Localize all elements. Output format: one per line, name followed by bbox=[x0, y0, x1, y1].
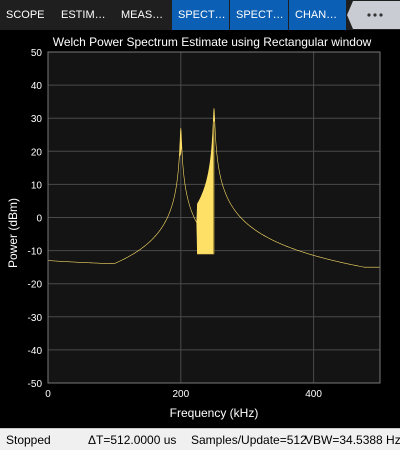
y-tick-label: 30 bbox=[31, 114, 43, 125]
more-options-icon[interactable] bbox=[347, 1, 400, 29]
toolstrip: SCOPE ESTIM… MEAS… SPECT… SPECT… CHAN… bbox=[0, 0, 400, 30]
y-tick-label: -40 bbox=[28, 346, 43, 357]
status-vbw: VBW=34.5388 Hz bbox=[305, 433, 400, 447]
tab-estimation[interactable]: ESTIM… bbox=[55, 0, 114, 30]
spectrum-trace bbox=[47, 108, 380, 268]
status-bar: Stopped ΔT=512.0000 us Samples/Update=51… bbox=[0, 428, 400, 450]
chart-title: Welch Power Spectrum Estimate using Rect… bbox=[53, 35, 372, 49]
x-axis-label: Frequency (kHz) bbox=[170, 406, 259, 420]
y-tick-label: 0 bbox=[36, 214, 42, 225]
x-tick-label: 400 bbox=[305, 389, 322, 400]
tab-measurements[interactable]: MEAS… bbox=[115, 0, 171, 30]
tab-spectrum-2[interactable]: SPECT… bbox=[230, 0, 288, 30]
x-tick-labels: 0 200 400 bbox=[45, 389, 322, 400]
spectrum-chart[interactable]: Welch Power Spectrum Estimate using Rect… bbox=[0, 30, 400, 428]
tab-spectrum-1[interactable]: SPECT… bbox=[172, 0, 229, 30]
x-tick-label: 200 bbox=[172, 389, 189, 400]
status-samples: Samples/Update=512 bbox=[191, 433, 307, 447]
y-tick-label: -30 bbox=[28, 313, 43, 324]
y-tick-label: 10 bbox=[31, 180, 43, 191]
y-tick-labels: -50 -40 -30 -20 -10 0 10 20 30 40 50 bbox=[28, 48, 43, 390]
y-tick-label: -10 bbox=[28, 247, 43, 258]
status-state: Stopped bbox=[6, 433, 51, 447]
tab-channel[interactable]: CHAN… bbox=[289, 0, 346, 30]
y-tick-label: 20 bbox=[31, 147, 43, 158]
status-delta-t: ΔT=512.0000 us bbox=[88, 433, 177, 447]
y-axis-label: Power (dBm) bbox=[6, 198, 20, 268]
axes-frame bbox=[47, 51, 381, 384]
y-tick-label: -20 bbox=[28, 280, 43, 291]
tab-scope[interactable]: SCOPE bbox=[0, 0, 54, 30]
x-tick-label: 0 bbox=[45, 389, 51, 400]
y-tick-label: -50 bbox=[28, 379, 43, 390]
y-tick-label: 40 bbox=[31, 81, 43, 92]
y-tick-label: 50 bbox=[31, 48, 43, 59]
